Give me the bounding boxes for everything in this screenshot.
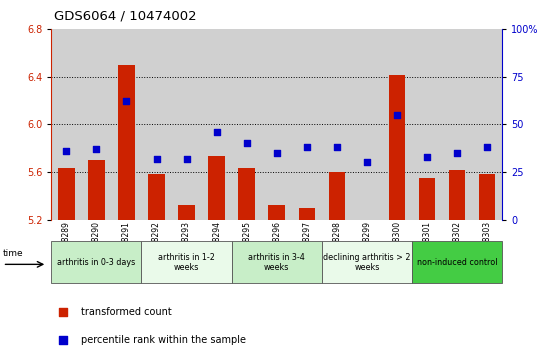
Text: transformed count: transformed count (80, 307, 171, 318)
Point (212, 129, 221, 135)
Point (453, 150, 461, 156)
Bar (329, 172, 345, 220)
FancyBboxPatch shape (232, 241, 322, 283)
Bar (299, 208, 315, 220)
Text: declining arthritis > 2
weeks: declining arthritis > 2 weeks (323, 253, 411, 272)
Text: time: time (3, 249, 23, 258)
Bar (389, 76, 405, 220)
Bar (58, 168, 75, 220)
Bar (118, 65, 134, 220)
Point (58, 310, 67, 315)
Text: arthritis in 1-2
weeks: arthritis in 1-2 weeks (158, 253, 215, 272)
Text: non-induced control: non-induced control (417, 258, 497, 267)
Point (182, 156, 191, 162)
Bar (449, 170, 465, 220)
Bar (178, 205, 195, 220)
Bar (208, 156, 225, 220)
Point (333, 144, 341, 150)
FancyBboxPatch shape (141, 241, 232, 283)
Point (423, 154, 431, 160)
Point (58, 337, 67, 343)
Point (393, 112, 401, 118)
Point (92, 146, 101, 152)
FancyBboxPatch shape (322, 241, 412, 283)
Text: arthritis in 3-4
weeks: arthritis in 3-4 weeks (248, 253, 305, 272)
Bar (479, 174, 495, 220)
Point (483, 144, 491, 150)
Text: arthritis in 0-3 days: arthritis in 0-3 days (57, 258, 136, 267)
Point (362, 160, 371, 166)
Point (242, 140, 251, 146)
Bar (88, 160, 105, 220)
Text: GDS6064 / 10474002: GDS6064 / 10474002 (54, 9, 197, 22)
Point (152, 156, 161, 162)
Bar (239, 168, 255, 220)
Bar (148, 174, 165, 220)
Point (302, 144, 311, 150)
FancyBboxPatch shape (51, 241, 141, 283)
Point (62, 148, 71, 154)
Point (273, 150, 281, 156)
Point (122, 99, 131, 105)
Bar (268, 205, 285, 220)
Bar (419, 178, 435, 220)
Text: percentile rank within the sample: percentile rank within the sample (80, 335, 246, 345)
FancyBboxPatch shape (412, 241, 502, 283)
